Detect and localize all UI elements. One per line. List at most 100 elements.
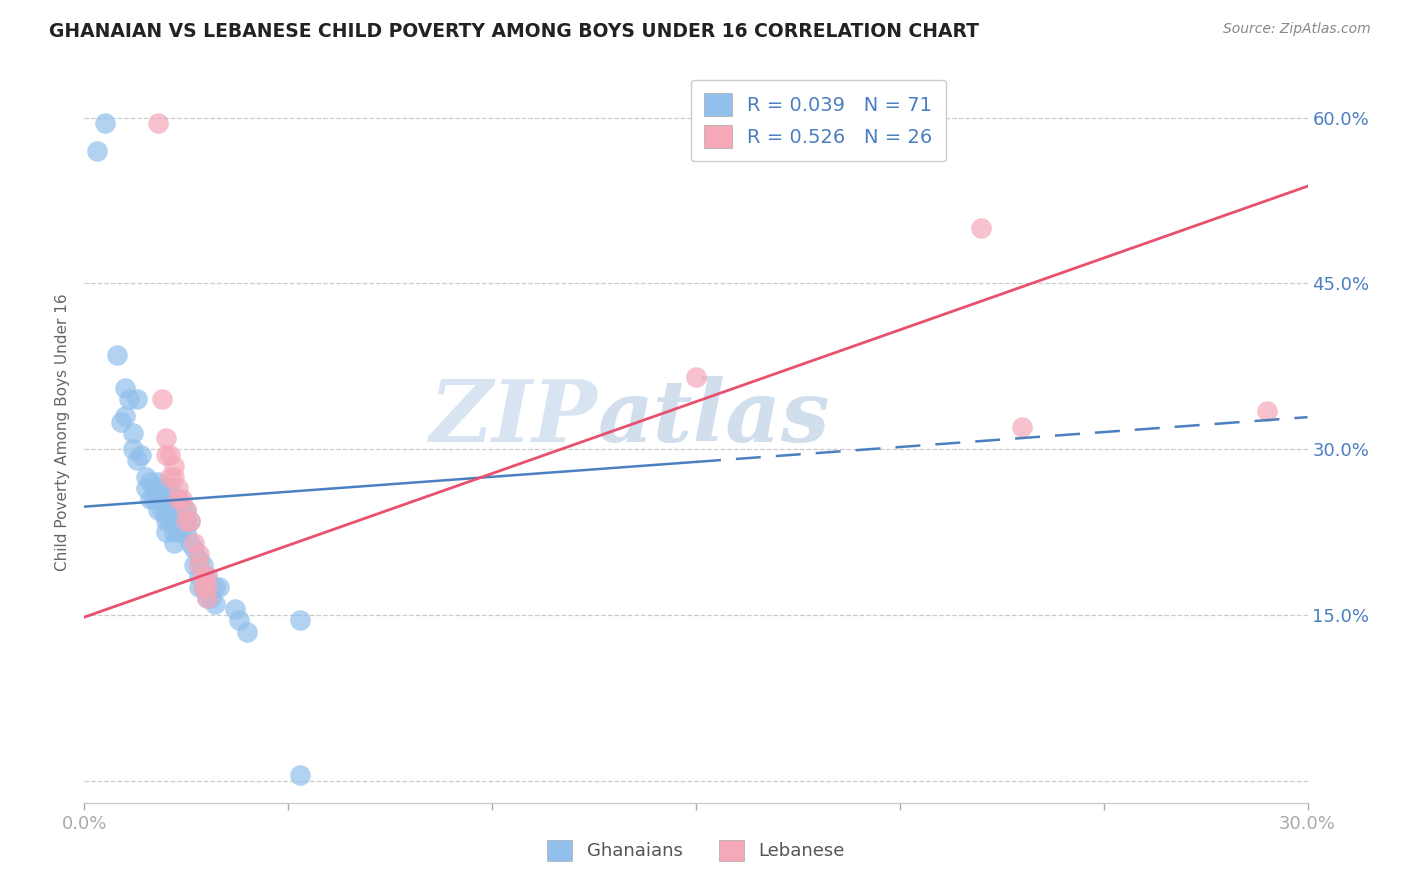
Point — [155, 524, 177, 539]
Point — [127, 392, 149, 407]
Point — [174, 514, 197, 528]
Point — [138, 491, 160, 506]
Point — [200, 591, 222, 606]
Point — [195, 580, 218, 594]
Point — [118, 392, 141, 407]
Point — [159, 481, 181, 495]
Point — [187, 547, 209, 561]
Point — [138, 475, 160, 490]
Point — [155, 448, 177, 462]
Point — [187, 580, 209, 594]
Point — [86, 144, 108, 158]
Legend: Ghanaians, Lebanese: Ghanaians, Lebanese — [540, 832, 852, 868]
Point — [685, 370, 707, 384]
Point — [167, 524, 190, 539]
Point — [142, 491, 165, 506]
Point — [163, 458, 186, 473]
Point — [174, 503, 197, 517]
Point — [174, 514, 197, 528]
Point — [174, 524, 197, 539]
Point — [163, 524, 186, 539]
Point — [290, 768, 312, 782]
Point — [172, 514, 194, 528]
Text: atlas: atlas — [598, 376, 831, 459]
Point — [183, 558, 205, 573]
Point — [179, 514, 201, 528]
Point — [224, 602, 246, 616]
Point — [1256, 403, 1278, 417]
Point — [183, 541, 205, 556]
Point — [146, 475, 169, 490]
Text: Source: ZipAtlas.com: Source: ZipAtlas.com — [1223, 22, 1371, 37]
Point — [105, 348, 128, 362]
Point — [163, 536, 186, 550]
Point — [146, 503, 169, 517]
Point — [167, 503, 190, 517]
Point — [146, 116, 169, 130]
Point — [172, 524, 194, 539]
Point — [127, 453, 149, 467]
Point — [195, 591, 218, 606]
Point — [163, 470, 186, 484]
Text: GHANAIAN VS LEBANESE CHILD POVERTY AMONG BOYS UNDER 16 CORRELATION CHART: GHANAIAN VS LEBANESE CHILD POVERTY AMONG… — [49, 22, 979, 41]
Point — [155, 514, 177, 528]
Point — [191, 569, 214, 583]
Point — [159, 470, 181, 484]
Point — [191, 580, 214, 594]
Point — [970, 221, 993, 235]
Point — [167, 491, 190, 506]
Point — [187, 552, 209, 566]
Point — [195, 569, 218, 583]
Point — [187, 558, 209, 573]
Point — [159, 448, 181, 462]
Point — [228, 614, 250, 628]
Point — [159, 503, 181, 517]
Text: ZIP: ZIP — [430, 376, 598, 459]
Point — [135, 470, 157, 484]
Point — [122, 425, 145, 440]
Point — [122, 442, 145, 457]
Point — [200, 580, 222, 594]
Point — [204, 597, 226, 611]
Point — [187, 569, 209, 583]
Point — [163, 491, 186, 506]
Point — [174, 503, 197, 517]
Point — [150, 392, 173, 407]
Point — [150, 503, 173, 517]
Point — [155, 481, 177, 495]
Point — [163, 503, 186, 517]
Point — [191, 569, 214, 583]
Point — [167, 491, 190, 506]
Point — [1011, 420, 1033, 434]
Point — [172, 491, 194, 506]
Point — [236, 624, 259, 639]
Point — [146, 491, 169, 506]
Point — [191, 558, 214, 573]
Point — [290, 614, 312, 628]
Point — [150, 491, 173, 506]
Point — [159, 491, 181, 506]
Point — [163, 514, 186, 528]
Point — [142, 481, 165, 495]
Point — [131, 448, 153, 462]
Point — [204, 580, 226, 594]
Point — [179, 536, 201, 550]
Point — [195, 580, 218, 594]
Point — [179, 514, 201, 528]
Point — [155, 491, 177, 506]
Point — [93, 116, 115, 130]
Point — [114, 381, 136, 395]
Point — [167, 514, 190, 528]
Point — [114, 409, 136, 423]
Point — [191, 580, 214, 594]
Y-axis label: Child Poverty Among Boys Under 16: Child Poverty Among Boys Under 16 — [55, 293, 70, 572]
Point — [150, 481, 173, 495]
Point — [159, 514, 181, 528]
Point — [195, 591, 218, 606]
Point — [183, 536, 205, 550]
Point — [208, 580, 231, 594]
Point — [155, 431, 177, 445]
Point — [110, 415, 132, 429]
Point — [195, 569, 218, 583]
Point — [155, 508, 177, 523]
